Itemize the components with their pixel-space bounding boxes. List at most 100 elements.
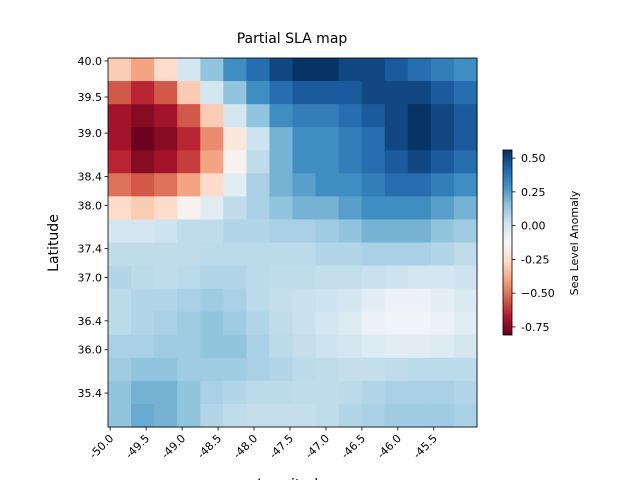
heatmap-cell	[154, 150, 178, 174]
heatmap-cell	[223, 173, 247, 197]
heatmap-cell	[131, 58, 155, 82]
heatmap-cell	[292, 81, 317, 105]
heatmap-cell	[131, 357, 155, 382]
heatmap-cell	[292, 288, 317, 313]
colorbar-tick-label: -0.75	[521, 321, 549, 334]
heatmap-cell	[223, 150, 247, 174]
heatmap-cell	[108, 127, 132, 151]
x-tick-label: -48.0	[231, 432, 260, 461]
heatmap-cell	[200, 334, 224, 359]
colorbar	[502, 149, 513, 336]
x-tick-label: -49.5	[123, 432, 152, 461]
heatmap-cell	[361, 173, 386, 197]
y-tick-label: 37.0	[78, 272, 103, 285]
heatmap-cell	[407, 219, 432, 244]
heatmap-cell	[384, 242, 409, 267]
y-tick-label: 35.4	[78, 387, 103, 400]
heatmap-cell	[154, 403, 178, 428]
heatmap-cell	[407, 403, 432, 428]
heatmap-cell	[407, 81, 432, 105]
heatmap-cell	[200, 403, 224, 428]
heatmap-cell	[361, 334, 386, 359]
heatmap-cell	[338, 288, 363, 313]
heatmap-cell	[246, 150, 271, 174]
heatmap-cell	[453, 403, 478, 428]
heatmap-cell	[108, 196, 132, 221]
heatmap-cell	[338, 311, 363, 336]
heatmap-cell	[407, 196, 432, 221]
heatmap-cell	[177, 127, 201, 151]
heatmap-cell	[131, 219, 155, 244]
heatmap-cell	[223, 58, 247, 82]
y-tick-label: 38.4	[78, 170, 103, 183]
y-tick-label: 39.5	[78, 91, 103, 104]
heatmap-cell	[430, 265, 455, 290]
heatmap-cell	[430, 219, 455, 244]
colorbar-tick-label: -0.25	[521, 253, 549, 266]
heatmap-cell	[430, 173, 455, 197]
heatmap-cell	[361, 219, 386, 244]
chart-title: Partial SLA map	[237, 31, 348, 47]
heatmap-cell	[407, 288, 432, 313]
heatmap-cell	[292, 58, 317, 82]
x-tick-label: -49.0	[159, 432, 188, 461]
heatmap-cell	[338, 150, 363, 174]
heatmap-cell	[292, 219, 317, 244]
heatmap-cell	[131, 196, 155, 221]
heatmap-cell	[361, 196, 386, 221]
heatmap-cell	[407, 311, 432, 336]
heatmap-cell	[246, 311, 271, 336]
y-tick-label: 39.0	[78, 127, 103, 140]
heatmap-cell	[430, 104, 455, 128]
heatmap-cell	[430, 311, 455, 336]
heatmap-cell	[430, 127, 455, 151]
y-tick-label: 38.0	[78, 199, 103, 212]
heatmap-cell	[453, 219, 478, 244]
heatmap-cell	[453, 104, 478, 128]
heatmap-cell	[430, 380, 455, 405]
heatmap-cell	[177, 265, 201, 290]
heatmap-cell	[223, 242, 247, 267]
heatmap-cell	[292, 357, 317, 382]
heatmap-cell	[177, 173, 201, 197]
heatmap-cell	[246, 58, 271, 82]
x-tick-label: -47.0	[303, 432, 332, 461]
heatmap-cell	[200, 242, 224, 267]
heatmap-cell	[177, 58, 201, 82]
heatmap-cell	[315, 81, 340, 105]
heatmap-cell	[315, 265, 340, 290]
heatmap-cell	[384, 288, 409, 313]
heatmap-cell	[338, 219, 363, 244]
heatmap-cell	[338, 104, 363, 128]
heatmap-cell	[200, 150, 224, 174]
heatmap-cell	[384, 357, 409, 382]
heatmap-cell	[315, 311, 340, 336]
heatmap-cell	[177, 242, 201, 267]
heatmap-cell	[407, 127, 432, 151]
heatmap-cell	[269, 288, 294, 313]
heatmap-cell	[269, 380, 294, 405]
heatmap-cell	[292, 380, 317, 405]
x-tick-label: -48.5	[195, 432, 224, 461]
heatmap-cell	[131, 150, 155, 174]
x-tick-label: -47.5	[267, 432, 296, 461]
heatmap-cell	[338, 58, 363, 82]
heatmap-cell	[269, 403, 294, 428]
x-tick-label: -45.5	[411, 432, 440, 461]
heatmap-cell	[269, 150, 294, 174]
heatmap	[108, 58, 478, 428]
heatmap-cell	[200, 288, 224, 313]
heatmap-cell	[407, 380, 432, 405]
heatmap-cell	[246, 357, 271, 382]
heatmap-cell	[177, 380, 201, 405]
heatmap-cell	[246, 380, 271, 405]
heatmap-cell	[269, 104, 294, 128]
y-tick-label: 36.0	[78, 344, 103, 357]
heatmap-cell	[108, 288, 132, 313]
heatmap-cell	[384, 380, 409, 405]
heatmap-cell	[154, 334, 178, 359]
heatmap-cell	[338, 380, 363, 405]
heatmap-cell	[200, 127, 224, 151]
heatmap-cell	[361, 242, 386, 267]
heatmap-cell	[361, 357, 386, 382]
